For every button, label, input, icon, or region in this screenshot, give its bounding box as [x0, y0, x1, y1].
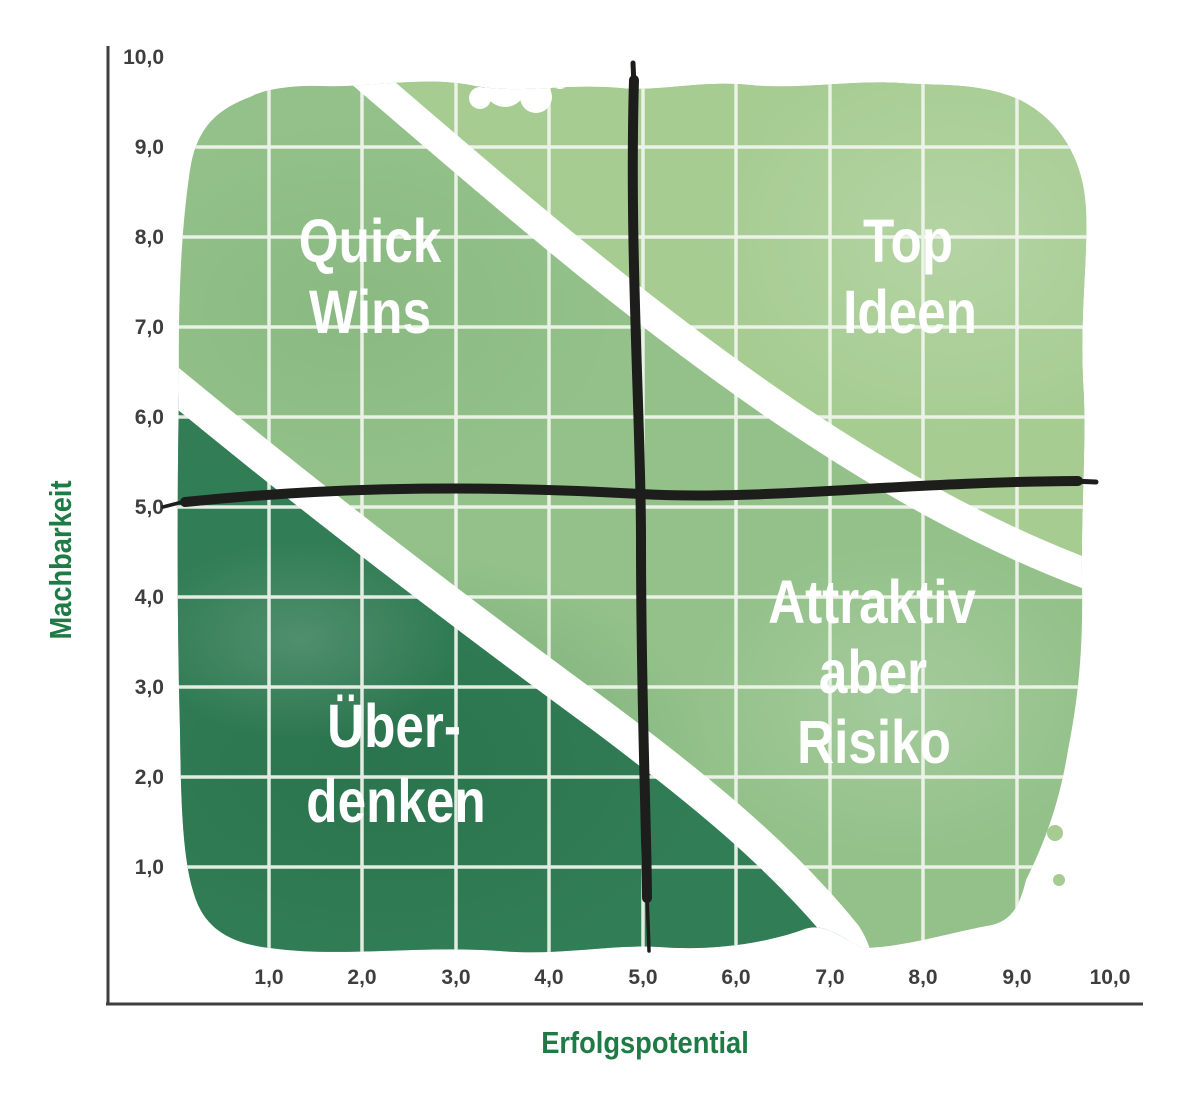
speckle: [1053, 874, 1065, 886]
y-tick-labels: 10,0 9,0 8,0 7,0 6,0 5,0 4,0 3,0 2,0 1,0: [123, 46, 164, 879]
quadrant-label-line: Ideen: [843, 278, 977, 346]
splotch-blob: [551, 81, 569, 89]
quadrant-label-line: Attraktiv: [768, 568, 976, 636]
x-tick: 2,0: [347, 966, 376, 989]
axes: 10,0 9,0 8,0 7,0 6,0 5,0 4,0 3,0 2,0 1,0…: [44, 46, 1143, 1060]
y-tick: 8,0: [135, 226, 164, 249]
splotch-blob: [520, 81, 552, 113]
speckle: [1047, 825, 1063, 841]
x-tick-labels: 1,0 2,0 3,0 4,0 5,0 6,0 7,0 8,0 9,0 10,0: [254, 966, 1130, 989]
x-tick: 5,0: [628, 966, 657, 989]
paint-speckles: [1047, 825, 1065, 886]
quadrant-label-ueberdenken: Über- denken: [306, 692, 485, 835]
y-tick: 5,0: [135, 496, 164, 519]
quadrant-label-line: denken: [306, 767, 485, 835]
x-tick: 9,0: [1002, 966, 1031, 989]
y-tick: 6,0: [135, 406, 164, 429]
quadrant-label-line: Quick: [299, 207, 442, 275]
quadrant-label-line: Risiko: [797, 708, 951, 776]
quadrant-label-line: aber: [819, 638, 927, 706]
x-tick: 7,0: [815, 966, 844, 989]
quadrant-label-attraktiv-aber-risiko: Attraktiv aber Risiko: [768, 568, 976, 776]
y-tick: 9,0: [135, 136, 164, 159]
quadrant-label-line: Über-: [327, 692, 461, 760]
x-tick: 6,0: [721, 966, 750, 989]
y-tick: 1,0: [135, 856, 164, 879]
splotch-blob: [469, 87, 491, 109]
vertical-divider-taper-bottom: [645, 891, 651, 953]
mottle-patch: [177, 540, 460, 740]
x-tick: 3,0: [441, 966, 470, 989]
quadrant-label-quick-wins: Quick Wins: [299, 207, 442, 346]
vertical-divider-taper-top: [630, 60, 637, 88]
y-axis-title: Machbarkeit: [44, 480, 78, 639]
quadrant-labels: Quick Wins Top Ideen Über- denken Attrak…: [299, 207, 977, 835]
upper-diagonal-band: [317, 81, 1087, 593]
y-tick: 2,0: [135, 766, 164, 789]
horizontal-divider-taper-left: [161, 498, 192, 509]
quadrant-label-line: Top: [863, 207, 953, 275]
divider-cross: [161, 60, 1099, 953]
y-tick: 10,0: [123, 46, 164, 69]
mottle-patch: [690, 540, 1087, 860]
quadrant-label-top-ideen: Top Ideen: [843, 207, 977, 346]
x-tick: 1,0: [254, 966, 283, 989]
x-tick: 10,0: [1090, 966, 1131, 989]
x-axis-title: Erfolgspotential: [541, 1026, 749, 1060]
x-tick: 8,0: [908, 966, 937, 989]
y-tick: 4,0: [135, 586, 164, 609]
vertical-divider-line: [627, 75, 652, 903]
quadrant-label-line: Wins: [309, 278, 431, 346]
y-tick: 3,0: [135, 676, 164, 699]
horizontal-divider-taper-right: [1069, 478, 1099, 485]
x-tick: 4,0: [534, 966, 563, 989]
y-tick: 7,0: [135, 316, 164, 339]
matrix-blob: [177, 81, 1087, 953]
